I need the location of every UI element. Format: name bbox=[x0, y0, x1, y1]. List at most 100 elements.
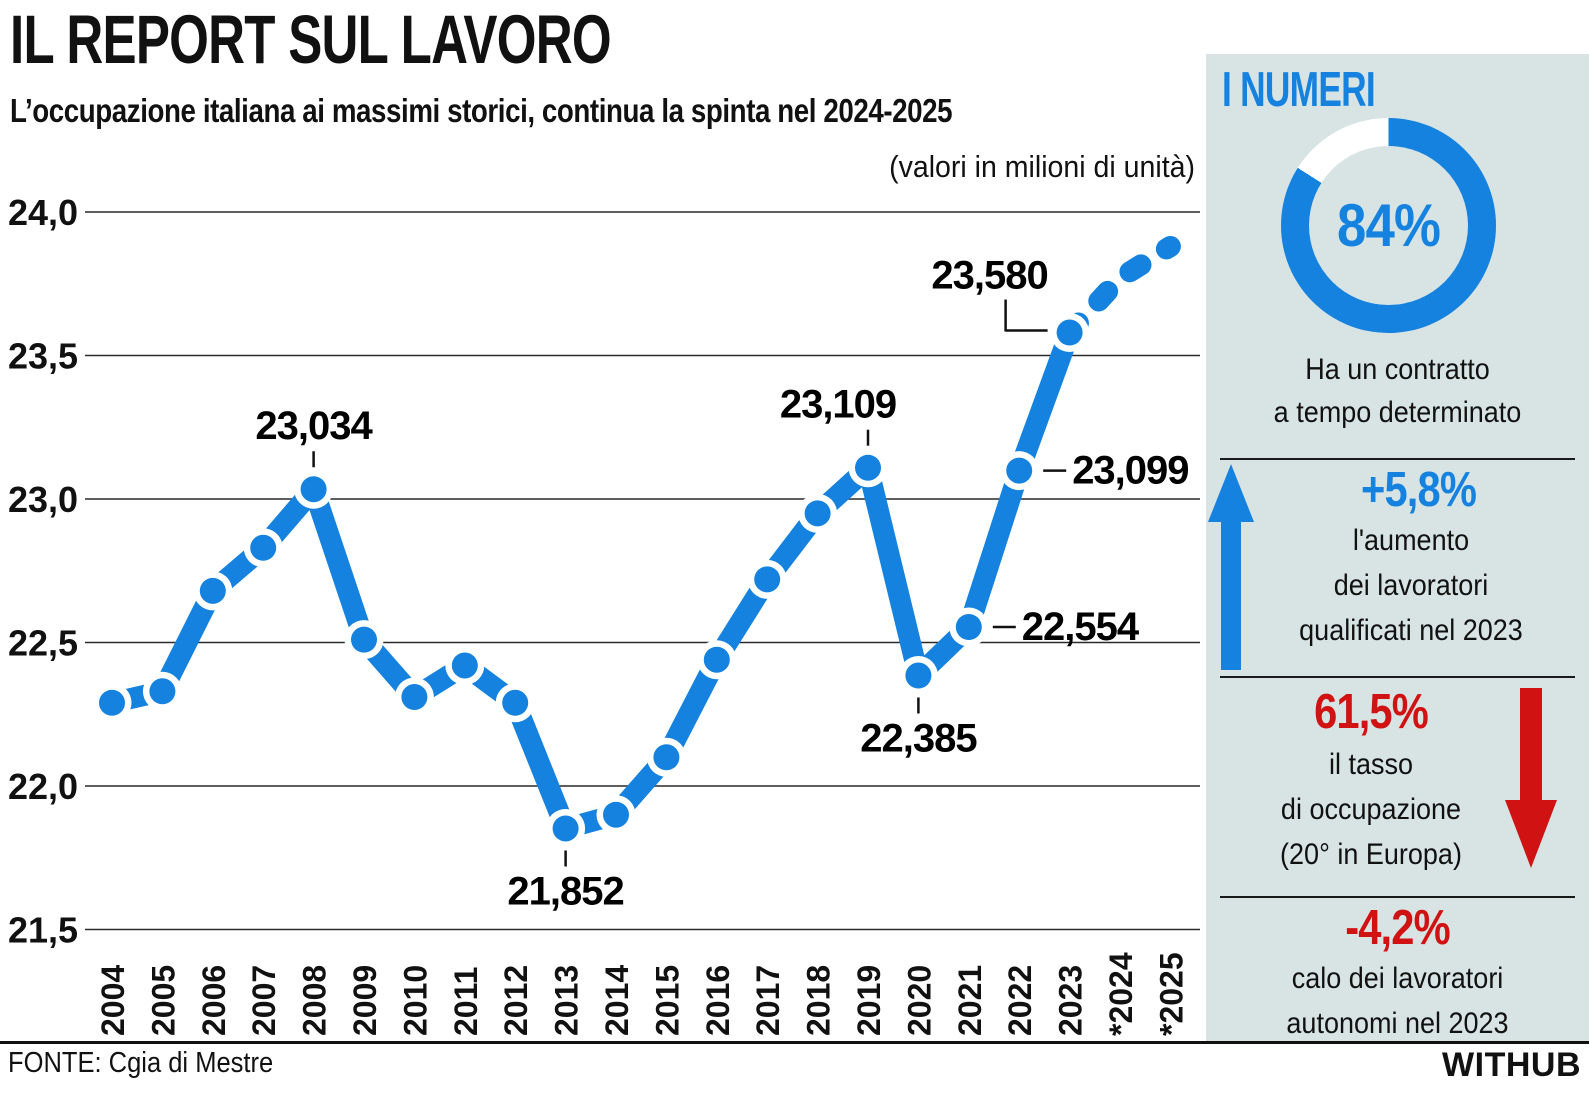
value-label: 23,580 bbox=[931, 254, 1047, 298]
data-point bbox=[703, 646, 730, 673]
x-axis-year-label: 2006 bbox=[196, 965, 232, 1036]
x-axis-year-label: 2023 bbox=[1053, 965, 1089, 1036]
data-point bbox=[754, 566, 781, 593]
sidebar-separator bbox=[1220, 676, 1575, 678]
data-point-ring bbox=[898, 656, 938, 696]
sidebar-title: I NUMERI bbox=[1222, 63, 1376, 117]
x-axis-year-label: 2011 bbox=[448, 967, 484, 1036]
y-axis-tick-label: 22,5 bbox=[8, 623, 78, 664]
x-axis-year-label: *2024 bbox=[1103, 952, 1139, 1036]
data-point-ring bbox=[495, 683, 535, 723]
y-axis-tick-label: 23,5 bbox=[8, 336, 78, 377]
x-axis-year-label: 2016 bbox=[700, 965, 736, 1036]
donut-hole: 84% bbox=[1309, 146, 1468, 305]
employment-line-projection-dashed bbox=[1059, 235, 1181, 344]
x-axis-year-label: *2025 bbox=[1153, 952, 1189, 1036]
data-point bbox=[855, 454, 881, 481]
numbers-sidebar: I NUMERI 84% Ha un contratto a tempo det… bbox=[1206, 54, 1589, 1041]
data-point-ring bbox=[243, 528, 283, 568]
data-point-ring bbox=[294, 469, 334, 509]
donut-caption: Ha un contratto a tempo determinato bbox=[1273, 353, 1522, 429]
value-label: 21,852 bbox=[507, 869, 623, 913]
x-axis-year-label: 2022 bbox=[1002, 965, 1038, 1036]
stat-self-employed-caption: calo dei lavoratori autonomi nel 2023 bbox=[1286, 962, 1509, 1040]
data-point-ring bbox=[344, 620, 384, 660]
up-arrow-icon bbox=[1208, 464, 1254, 670]
y-axis-tick-label: 21,5 bbox=[8, 910, 78, 951]
page-subtitle: L’occupazione italiana ai massimi storic… bbox=[10, 92, 953, 129]
data-point bbox=[804, 500, 831, 527]
x-axis-year-label: 2004 bbox=[95, 965, 131, 1036]
data-point-ring bbox=[798, 493, 838, 533]
data-point-ring bbox=[445, 645, 485, 685]
employment-line-solid bbox=[101, 322, 1081, 839]
data-point-ring bbox=[193, 571, 233, 611]
x-axis-year-label: 2007 bbox=[246, 965, 282, 1036]
x-axis-year-label: 2020 bbox=[901, 965, 937, 1036]
source-credit: FONTE: Cgia di Mestre bbox=[8, 1047, 274, 1079]
x-axis-year-label: 2021 bbox=[952, 965, 988, 1036]
x-axis-year-label: 2012 bbox=[498, 965, 534, 1036]
x-axis-year-label: 2008 bbox=[297, 965, 333, 1036]
x-axis-year-label: 2018 bbox=[801, 965, 837, 1036]
data-point-ring bbox=[999, 451, 1039, 491]
x-axis-year-label: 2005 bbox=[145, 965, 181, 1036]
data-point bbox=[502, 689, 529, 716]
data-point-ring bbox=[394, 677, 434, 717]
sidebar-separator bbox=[1220, 458, 1575, 460]
data-point bbox=[1006, 457, 1033, 484]
brand-logo: WITHUB bbox=[1442, 1046, 1581, 1084]
sidebar-separator bbox=[1220, 896, 1575, 898]
data-point-ring bbox=[848, 448, 888, 488]
data-point bbox=[351, 626, 377, 653]
page-title: IL REPORT SUL LAVORO bbox=[10, 1, 612, 78]
data-point-ring bbox=[92, 683, 132, 723]
data-point bbox=[199, 577, 226, 604]
data-point bbox=[99, 689, 125, 716]
data-point-ring bbox=[596, 795, 636, 835]
x-axis-year-label: 2010 bbox=[397, 965, 433, 1036]
data-point bbox=[451, 652, 478, 679]
down-arrow-icon bbox=[1505, 688, 1557, 868]
y-axis-tick-label: 23,0 bbox=[8, 479, 78, 520]
data-point bbox=[552, 815, 579, 842]
data-point bbox=[401, 684, 428, 711]
data-point bbox=[653, 744, 680, 771]
donut-value-label: 84% bbox=[1336, 192, 1441, 259]
x-axis-year-label: 2019 bbox=[851, 965, 887, 1036]
data-point bbox=[603, 801, 629, 828]
data-point-ring bbox=[1050, 313, 1090, 353]
x-axis-year-label: 2015 bbox=[649, 965, 685, 1036]
stat-employment-rate-value: 61,5% bbox=[1314, 685, 1429, 739]
data-point-ring bbox=[949, 607, 989, 647]
data-point bbox=[149, 678, 176, 705]
data-point bbox=[250, 534, 277, 561]
x-axis-year-label: 2017 bbox=[750, 965, 786, 1036]
data-point bbox=[905, 662, 932, 689]
data-point bbox=[1056, 319, 1083, 346]
data-point bbox=[955, 614, 982, 641]
data-point-ring bbox=[747, 559, 787, 599]
stat-employment-rate-caption: il tasso di occupazione (20° in Europa) bbox=[1280, 748, 1462, 871]
stat-qualified-workers-caption: l'aumento dei lavoratori qualificati nel… bbox=[1299, 524, 1523, 647]
y-axis-tick-label: 24,0 bbox=[8, 192, 78, 233]
x-axis-year-label: 2013 bbox=[549, 965, 585, 1036]
value-label: 23,099 bbox=[1072, 449, 1188, 493]
stat-qualified-workers-value: +5,8% bbox=[1360, 463, 1477, 517]
chart-unit-note: (valori in milioni di unità) bbox=[889, 149, 1195, 184]
stat-self-employed-value: -4,2% bbox=[1345, 901, 1450, 955]
footer-divider bbox=[0, 1041, 1589, 1044]
data-point-ring bbox=[697, 640, 737, 680]
y-axis-tick-label: 22,0 bbox=[8, 766, 78, 807]
value-label: 23,034 bbox=[255, 404, 373, 448]
value-label: 22,385 bbox=[860, 717, 977, 761]
data-point-ring bbox=[546, 808, 586, 848]
data-point-ring bbox=[142, 671, 182, 711]
data-point bbox=[300, 476, 327, 503]
data-point-ring bbox=[646, 737, 686, 777]
value-label: 23,109 bbox=[780, 383, 896, 427]
donut-chart: 84% bbox=[1281, 118, 1496, 333]
x-axis-year-label: 2009 bbox=[347, 965, 383, 1036]
value-label: 22,554 bbox=[1022, 605, 1140, 649]
